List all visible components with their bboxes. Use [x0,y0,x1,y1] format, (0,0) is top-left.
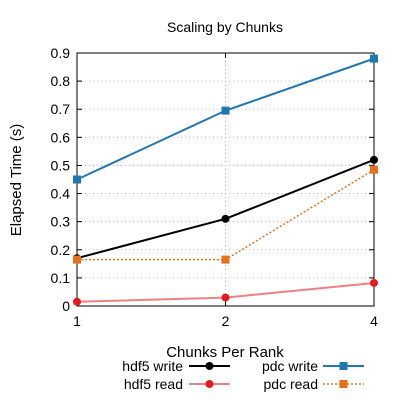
grid [77,53,374,306]
series-hdf5-read [73,278,378,306]
data-point-hdf5-read [73,297,81,306]
data-point-pdc-write [221,106,230,115]
y-tick-label: 0.7 [51,101,71,117]
x-tick-label: 2 [222,313,230,329]
plot-area-frame [76,52,375,307]
data-point-pdc-write [73,175,81,184]
y-tick-label: 0.6 [51,129,71,145]
y-tick-label: 0 [62,298,70,314]
x-axis-title: Chunks Per Rank [166,344,284,361]
series-group [73,54,378,306]
legend-marker [339,362,348,370]
legend-entry-hdf5-read: hdf5 read [124,376,230,392]
y-tick-label: 0.5 [51,157,71,173]
data-point-hdf5-write [370,155,378,164]
legend-entry-hdf5-write: hdf5 write [122,358,230,374]
x-tick-label: 4 [370,313,378,329]
axis-ticks: 0 0.1 0.2 0.3 0.4 0.5 0.6 0.7 0.8 0.9 1 2 4 [51,45,379,329]
legend-marker [205,362,214,370]
legend-entry-pdc-write: pdc write [262,358,364,374]
data-point-hdf5-read [221,293,230,302]
x-tick-label: 1 [73,313,81,329]
legend-label: pdc read [264,376,318,392]
data-point-hdf5-write [221,214,230,223]
series-pdc-read [73,165,378,264]
y-tick-label: 0.1 [51,270,71,286]
y-axis-title: Elapsed Time (s) [8,124,25,237]
legend-label: hdf5 write [122,358,183,374]
legend-marker [339,380,348,388]
data-point-pdc-read [370,165,378,174]
y-tick-label: 0.8 [51,73,71,89]
data-point-pdc-write [370,54,378,63]
legend-label: hdf5 read [124,376,183,392]
series-pdc-write [73,54,378,184]
y-tick-label: 0.4 [51,186,71,202]
legend-marker [205,380,214,388]
data-point-hdf5-read [370,278,378,287]
legend-label: pdc write [262,358,318,374]
y-tick-label: 0.3 [51,214,71,230]
y-tick-label: 0.2 [51,242,71,258]
legend: hdf5 write hdf5 read pdc write pdc read [122,358,364,392]
data-point-pdc-read [221,255,230,264]
y-tick-label: 0.9 [51,45,71,61]
chart-title: Scaling by Chunks [167,19,283,35]
legend-entry-pdc-read: pdc read [264,376,364,392]
data-point-pdc-read [73,255,81,264]
